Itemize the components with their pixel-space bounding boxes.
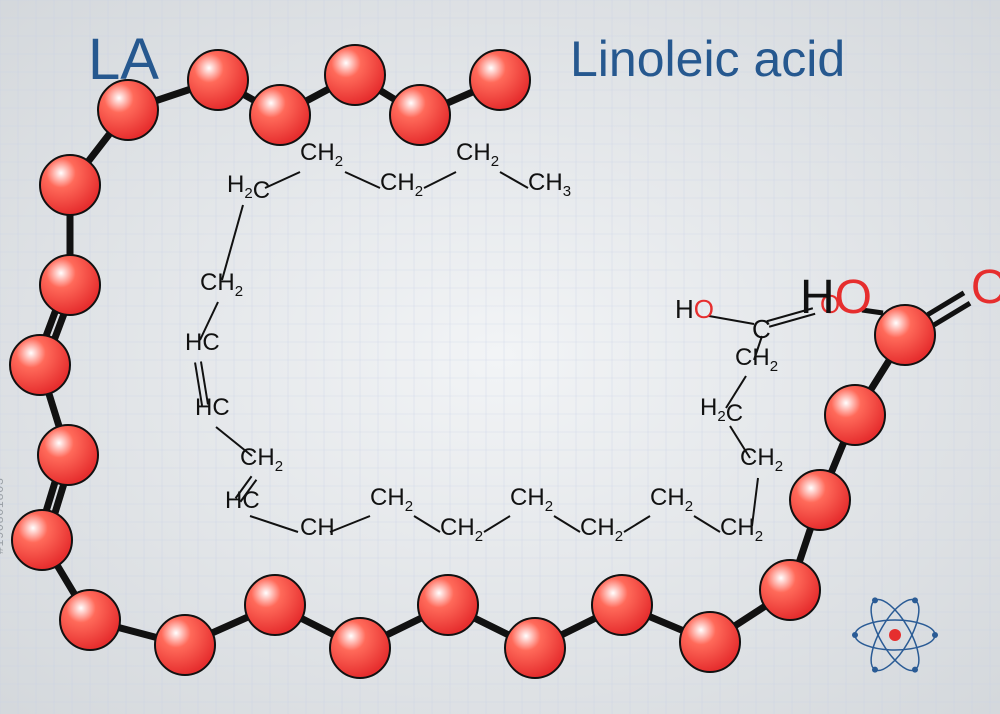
diagram-root: H2CCH2CH2CH2CH3CH2HCHCCH2HCCHCH2CH2CH2CH… [0,0,1000,714]
full-title: Linoleic acid [570,30,845,88]
carboxyl-big-O: O [971,260,1000,315]
atom-logo-icon [0,0,1000,714]
stock-id-watermark: #190801803 [0,477,6,554]
carboxyl-big-HO: HO [800,270,872,325]
abbrev-title: LA [88,26,159,93]
